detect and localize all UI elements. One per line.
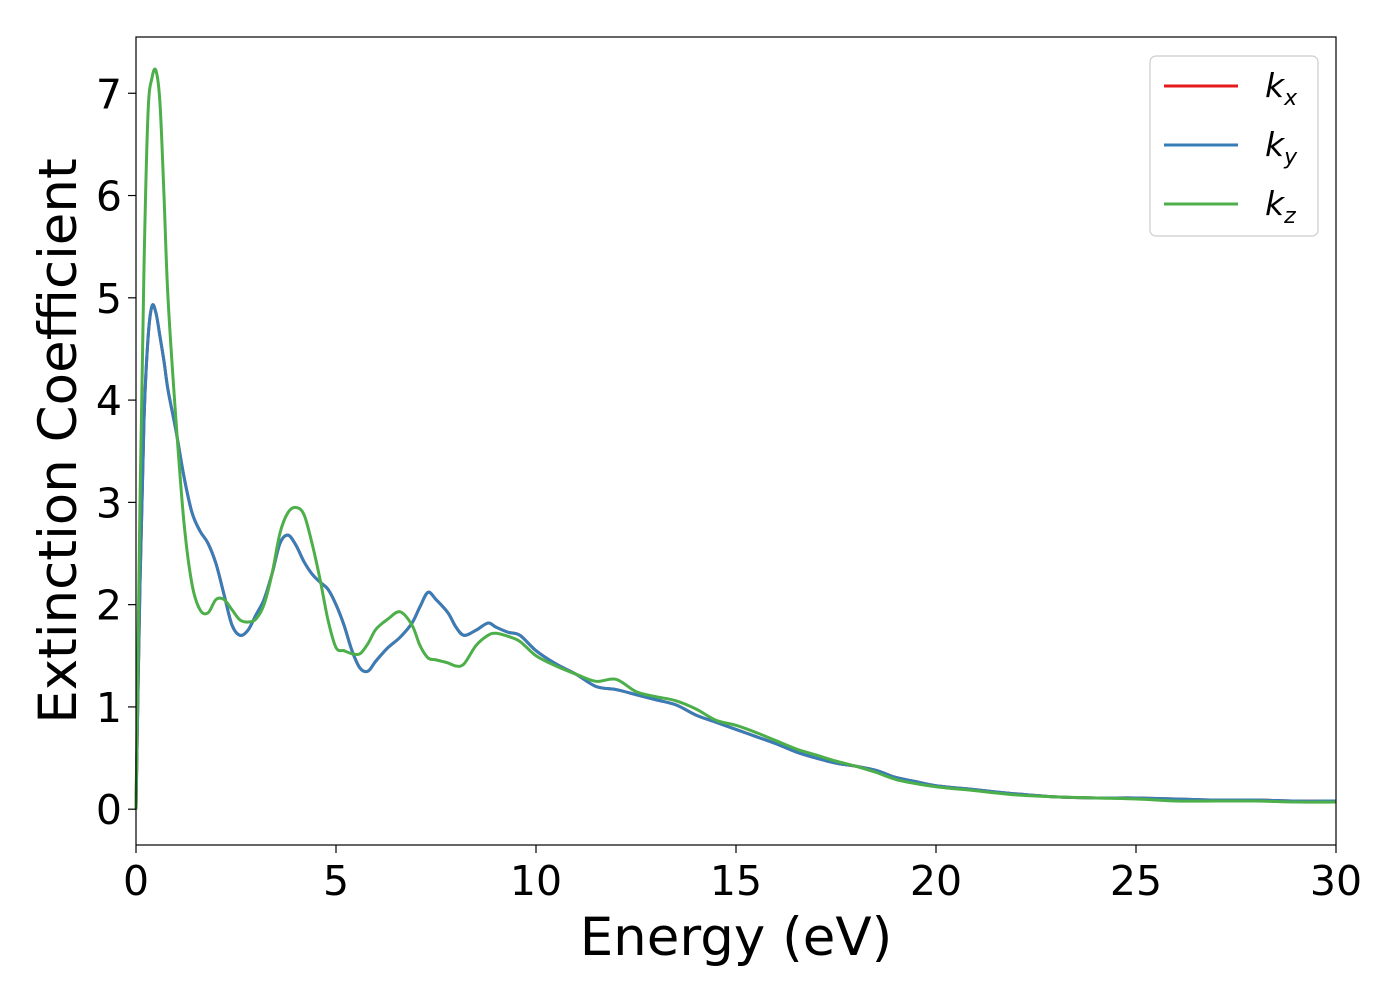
y-tick-label: 6 xyxy=(96,173,122,221)
y-tick-label: 1 xyxy=(96,684,122,732)
y-tick-label: 3 xyxy=(96,479,122,527)
x-tick-label: 30 xyxy=(1310,857,1362,905)
x-tick-label: 15 xyxy=(710,857,762,905)
y-tick-label: 2 xyxy=(96,582,122,630)
y-tick-label: 5 xyxy=(96,275,122,323)
plot-lines xyxy=(134,67,1337,810)
x-tick-label: 25 xyxy=(1110,857,1162,905)
y-tick-label: 4 xyxy=(96,377,122,425)
legend-label-y: ky xyxy=(1265,125,1298,170)
x-axis-ticks: 0 5 10 15 20 25 30 xyxy=(123,845,1362,905)
x-tick-label: 20 xyxy=(910,857,962,905)
y-axis-ticks: 0 1 2 3 4 5 6 7 xyxy=(96,70,136,834)
y-tick-label: 7 xyxy=(96,70,122,118)
x-axis-title: Energy (eV) xyxy=(580,907,893,968)
y-axis-title: Extinction Coefficient xyxy=(28,158,89,724)
legend-label-x: kx xyxy=(1265,66,1298,111)
x-tick-label: 10 xyxy=(510,857,562,905)
y-tick-label: 0 xyxy=(96,786,122,834)
series-line-z xyxy=(134,67,1337,810)
legend: kx ky kz xyxy=(1149,55,1319,237)
x-tick-label: 5 xyxy=(323,857,349,905)
x-tick-label: 0 xyxy=(123,857,149,905)
legend-label-z: kz xyxy=(1265,184,1296,229)
